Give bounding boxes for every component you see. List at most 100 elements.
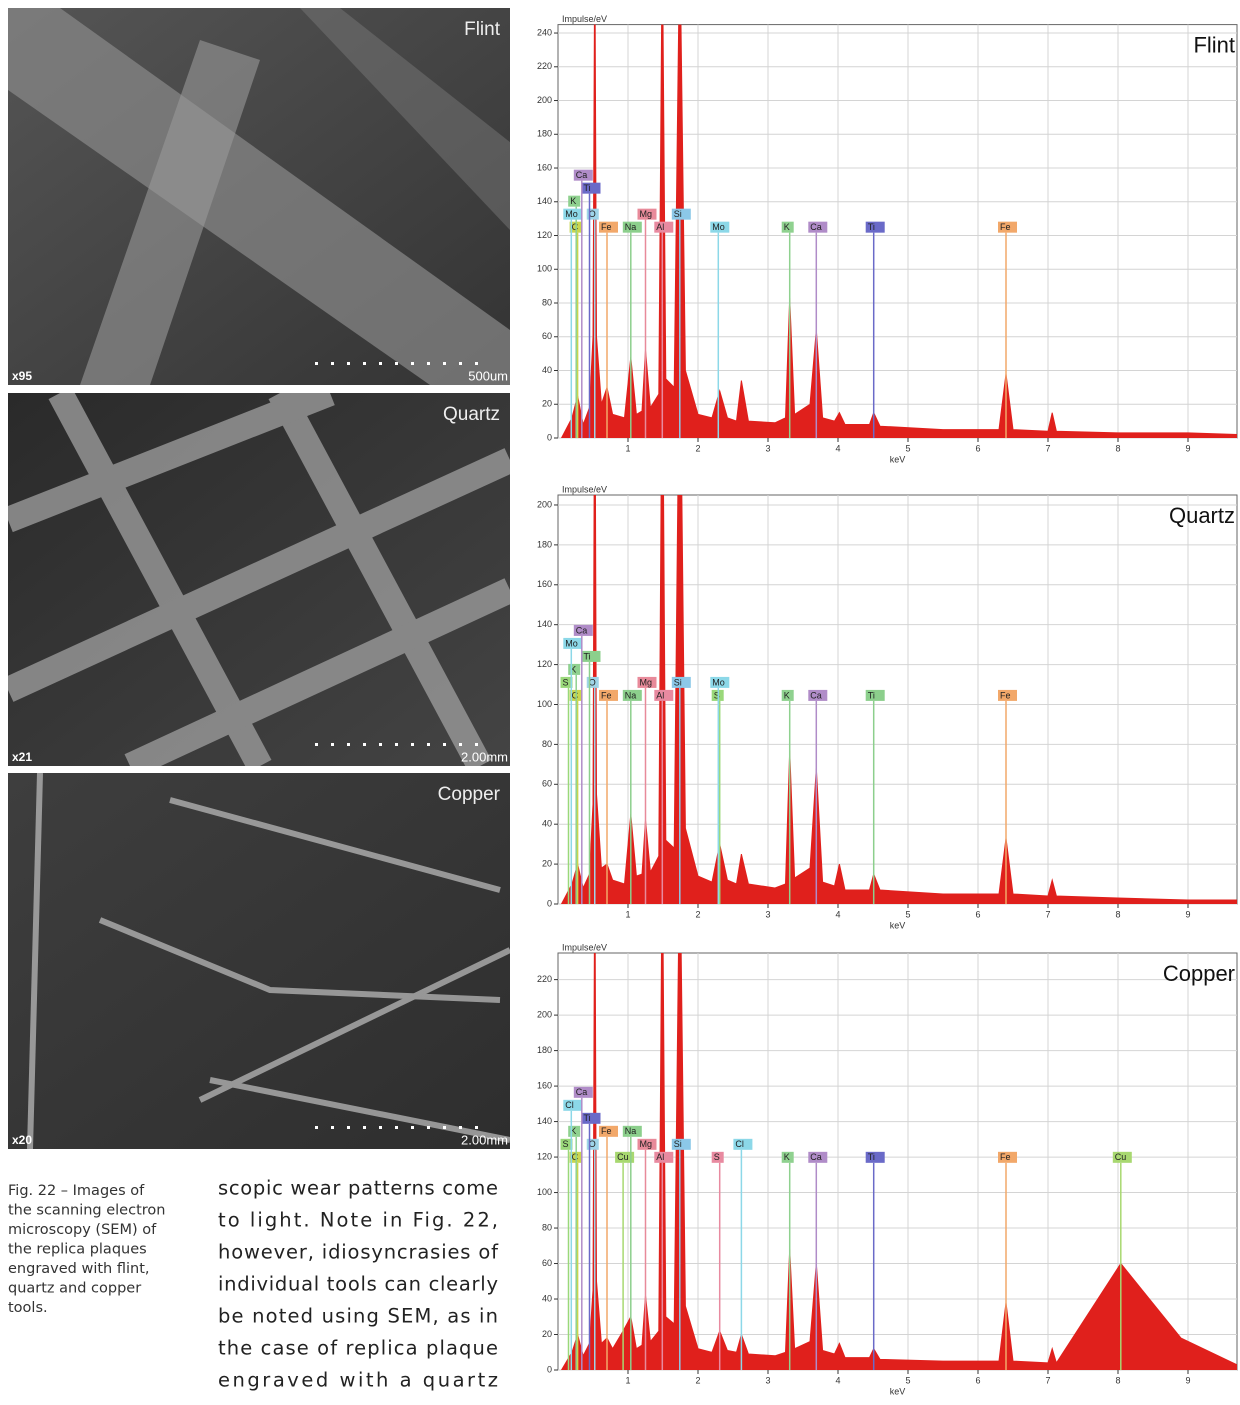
y-tick-label: 240 [537, 27, 552, 37]
element-label: Cl [735, 1139, 744, 1149]
caption-line: tools. [8, 1300, 48, 1316]
scale-bar-dot [363, 743, 366, 746]
element-label: Mo [712, 677, 725, 687]
x-tick-label: 9 [1185, 1375, 1190, 1385]
element-label: Ca [810, 222, 822, 232]
y-tick-label: 100 [537, 699, 552, 709]
scale-bar-dot [315, 362, 318, 365]
scale-bar-dot [411, 1126, 414, 1129]
y-tick-label: 80 [542, 739, 552, 749]
y-tick-label: 0 [547, 432, 552, 442]
scale-bar-dot [379, 743, 382, 746]
element-label: S [714, 1152, 720, 1162]
image-label: Copper [438, 784, 501, 805]
magnification: x95 [12, 369, 32, 383]
y-axis-label: Impulse/eV [562, 942, 607, 952]
scale-bar-dot [475, 743, 478, 746]
element-label: Na [625, 222, 637, 232]
scale-bar-dot [411, 362, 414, 365]
x-tick-label: 4 [835, 443, 840, 453]
scale-bar-dot [395, 1126, 398, 1129]
element-label: Mg [640, 209, 653, 219]
scale-bar-dot [347, 362, 350, 365]
y-tick-label: 140 [537, 619, 552, 629]
y-tick-label: 160 [537, 1080, 552, 1090]
scale-bar-dot [331, 362, 334, 365]
element-label: Fe [601, 690, 612, 700]
x-tick-label: 8 [1115, 909, 1120, 919]
x-tick-label: 2 [695, 909, 700, 919]
sem-image [8, 393, 510, 766]
scale-bar-dot [395, 362, 398, 365]
element-label: Ti [868, 1152, 875, 1162]
scale-bar-dot [363, 362, 366, 365]
element-label: Si [674, 677, 682, 687]
element-label: Fe [1000, 690, 1011, 700]
y-tick-label: 140 [537, 196, 552, 206]
scale-label: 2.00mm [461, 1132, 508, 1147]
x-tick-label: 2 [695, 443, 700, 453]
element-label: C [572, 222, 579, 232]
y-tick-label: 80 [542, 1222, 552, 1232]
element-label: Mg [640, 677, 653, 687]
y-tick-label: 20 [542, 399, 552, 409]
element-label: K [784, 690, 790, 700]
element-label: Si [674, 1139, 682, 1149]
x-tick-label: 1 [625, 909, 630, 919]
element-label: Ca [576, 170, 588, 180]
scale-bar-dot [459, 743, 462, 746]
element-label: Fe [1000, 222, 1011, 232]
element-label: Ti [584, 1113, 591, 1123]
y-tick-label: 80 [542, 297, 552, 307]
x-tick-label: 6 [975, 1375, 980, 1385]
scale-bar-dot [379, 362, 382, 365]
element-label: Fe [601, 1126, 612, 1136]
y-tick-label: 60 [542, 1258, 552, 1268]
scale-label: 500um [468, 368, 508, 383]
element-label: Al [656, 222, 664, 232]
element-label: K [784, 1152, 790, 1162]
y-tick-label: 60 [542, 331, 552, 341]
scale-bar-dot [427, 1126, 430, 1129]
y-tick-label: 20 [542, 1329, 552, 1339]
x-tick-label: 7 [1045, 909, 1050, 919]
x-tick-label: 2 [695, 1375, 700, 1385]
x-axis-label: keV [890, 454, 906, 464]
image-label: Quartz [443, 404, 500, 425]
element-label: C [572, 1152, 579, 1162]
scale-label: 2.00mm [461, 749, 508, 764]
scale-bar-dot [363, 1126, 366, 1129]
element-label: Cu [617, 1152, 629, 1162]
y-tick-label: 140 [537, 1116, 552, 1126]
sem-image [8, 773, 510, 1149]
scale-bar-dot [347, 743, 350, 746]
x-tick-label: 1 [625, 443, 630, 453]
scale-bar-dot [427, 362, 430, 365]
y-axis-label: Impulse/eV [562, 14, 607, 24]
scale-bar-dot [347, 1126, 350, 1129]
x-tick-label: 3 [765, 443, 770, 453]
element-label: Al [656, 1152, 664, 1162]
chart-title: Flint [1193, 32, 1235, 57]
body-line: be noted using SEM, as in [218, 1305, 498, 1328]
element-label: Cl [565, 1100, 574, 1110]
scale-bar-dot [331, 1126, 334, 1129]
element-label: Ca [576, 625, 588, 635]
element-label: Ti [584, 651, 591, 661]
x-axis-label: keV [890, 1386, 906, 1396]
body-line: the case of replica plaque [218, 1337, 498, 1360]
y-tick-label: 0 [547, 898, 552, 908]
element-label: Mg [640, 1139, 653, 1149]
element-label: Na [625, 1126, 637, 1136]
magnification: x20 [12, 1133, 32, 1147]
element-label: S [563, 1139, 569, 1149]
x-tick-label: 6 [975, 909, 980, 919]
element-label: Ca [576, 1087, 588, 1097]
y-tick-label: 180 [537, 539, 552, 549]
y-tick-label: 180 [537, 129, 552, 139]
body-line: engraved with a quartz [218, 1369, 498, 1392]
scale-bar-dot [443, 743, 446, 746]
scale-bar-dot [459, 1126, 462, 1129]
